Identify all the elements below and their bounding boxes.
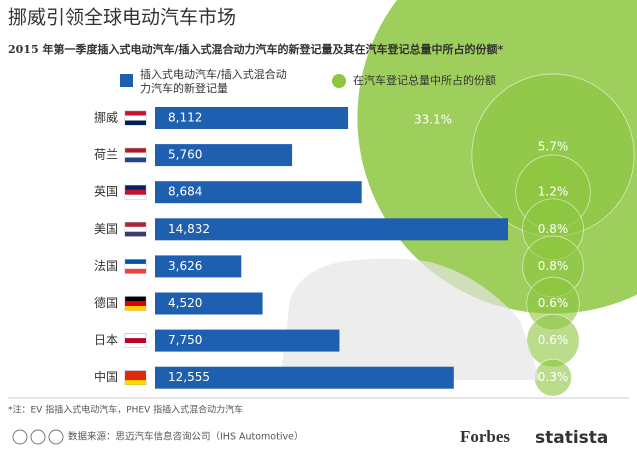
cc-icon <box>30 429 46 445</box>
cc-icon <box>12 429 28 445</box>
bar-value-label: 12,555 <box>168 370 210 384</box>
legend-swatch <box>332 74 346 88</box>
legend-label-wrap: 插入式电动汽车/插入式混合动力汽车的新登记量 <box>140 68 287 95</box>
flag <box>125 115 146 121</box>
flag <box>125 380 146 385</box>
category-label: 挪威 <box>94 111 118 125</box>
flag <box>125 263 146 269</box>
bar-value-label: 4,520 <box>168 296 202 310</box>
flag <box>125 194 146 200</box>
flag <box>125 189 146 195</box>
brand: Forbes <box>460 427 510 446</box>
legend-swatch <box>120 74 133 87</box>
category-label: 中国 <box>94 369 118 384</box>
flag <box>125 152 146 158</box>
bar <box>155 107 349 129</box>
share-label: 0.8% <box>538 259 569 273</box>
footnote: *注：EV 指插入式电动汽车，PHEV 指插入式混合动力汽车 <box>8 404 243 416</box>
flag <box>125 338 146 344</box>
flag <box>125 343 146 348</box>
category-label: 美国 <box>94 222 118 236</box>
flag <box>125 226 146 232</box>
share-label: 0.6% <box>538 333 569 347</box>
flag <box>125 301 146 306</box>
bar-value-label: 7,750 <box>168 333 202 347</box>
category-label: 英国 <box>94 185 118 199</box>
chart-title: 挪威引领全球电动汽车市场 <box>8 7 236 29</box>
legend-label: 在汽车登记总量中所占的份额 <box>353 73 496 87</box>
bar-value-label: 3,626 <box>168 259 202 273</box>
bar <box>155 329 340 352</box>
share-label: 0.6% <box>538 296 569 310</box>
flag <box>125 375 146 381</box>
share-label: 33.1% <box>414 113 452 127</box>
bar <box>155 255 242 278</box>
flag <box>125 157 146 163</box>
bar <box>155 144 293 167</box>
flag <box>125 268 146 274</box>
flag <box>125 231 146 237</box>
cc-icon <box>48 429 64 445</box>
share-label: 1.2% <box>538 185 569 199</box>
category-label: 法国 <box>94 259 118 273</box>
bar <box>155 292 263 315</box>
car-silhouette <box>280 258 540 380</box>
bar <box>155 181 362 204</box>
bar-value-label: 5,760 <box>168 148 202 162</box>
flag <box>125 120 146 125</box>
bar-value-label: 8,684 <box>168 185 202 199</box>
legend-label: 插入式电动汽车/插入式混合动力汽车的新登记量 <box>140 68 287 95</box>
source: 数据来源：思迈汽车信息咨询公司（IHS Automotive） <box>68 431 303 443</box>
share-label: 0.8% <box>538 222 569 236</box>
category-label: 德国 <box>94 295 118 310</box>
category-label: 日本 <box>94 333 118 347</box>
bar-value-label: 8,112 <box>168 111 202 125</box>
share-label: 5.7% <box>538 140 569 154</box>
flag <box>125 306 146 311</box>
category-label: 荷兰 <box>94 148 118 162</box>
bar-value-label: 14,832 <box>168 222 210 236</box>
chart-subtitle: 2015 年第一季度插入式电动汽车/插入式混合动力汽车的新登记量及其在汽车登记总… <box>8 42 503 56</box>
bar <box>155 218 508 241</box>
share-label: 0.3% <box>538 370 569 384</box>
bar <box>155 366 454 389</box>
brand: statista <box>535 428 608 448</box>
